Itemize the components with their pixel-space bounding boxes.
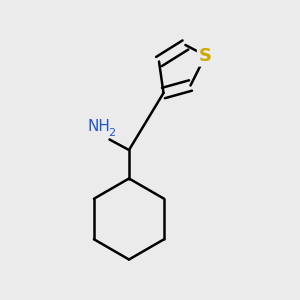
Text: NH: NH	[88, 119, 110, 134]
Text: S: S	[199, 46, 212, 64]
Text: 2: 2	[108, 128, 115, 139]
